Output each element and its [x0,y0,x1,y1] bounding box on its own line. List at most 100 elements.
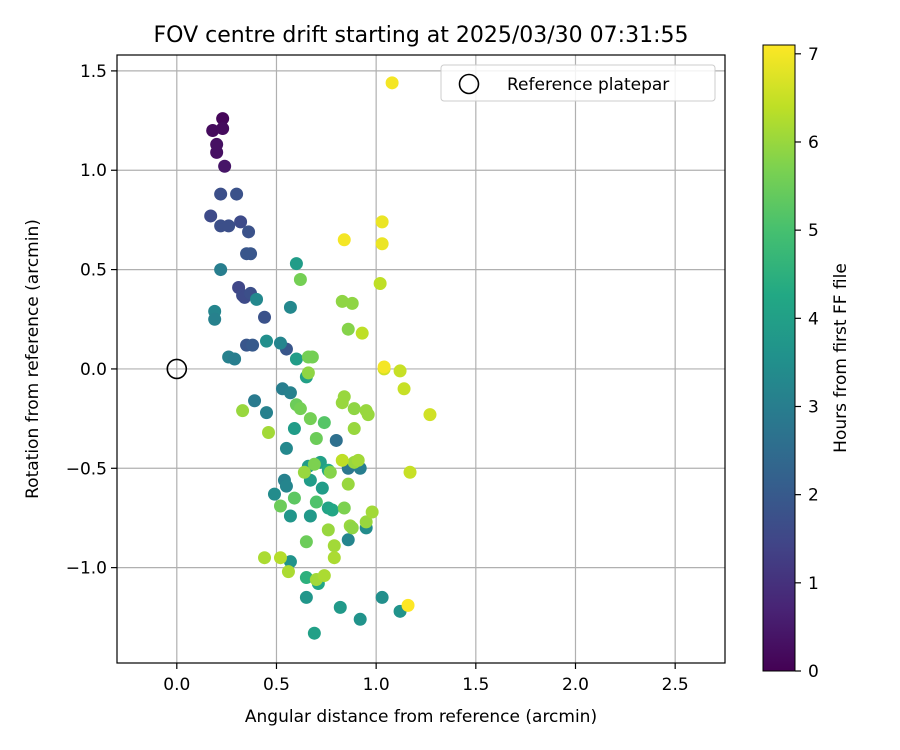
reference-point-marker [166,358,188,380]
data-point [289,352,303,366]
data-point [327,551,341,565]
data-point [397,382,411,396]
data-point [423,408,437,422]
data-point [267,487,281,501]
colorbar-tick-label: 5 [808,221,819,241]
data-point [299,535,313,549]
data-point [206,124,220,138]
data-point [315,481,329,495]
data-point [345,521,359,535]
y-tick-label: −1.0 [66,559,107,579]
data-point [375,237,389,251]
data-point [281,565,295,579]
data-point [347,422,361,436]
legend: Reference platepar [440,64,716,102]
x-tick-label: 0.0 [163,675,190,695]
data-point [375,215,389,229]
colorbar-gradient [762,44,796,672]
data-point [333,600,347,614]
data-point [329,433,343,447]
data-point [341,533,355,547]
data-point [353,612,367,626]
data-point [341,477,355,491]
data-point [299,571,313,585]
data-point [303,412,317,426]
data-point [273,336,287,350]
data-point [317,416,331,430]
data-point [258,310,272,324]
data-point [293,402,307,416]
data-point [293,273,307,287]
data-point [305,350,319,364]
data-point [303,509,317,523]
data-point [283,386,297,400]
data-point [287,491,301,505]
data-point [210,145,224,159]
data-point [204,209,218,223]
chart-title: FOV centre drift starting at 2025/03/30 … [154,23,689,48]
y-tick-label: 0.0 [80,360,107,380]
y-tick-label: 1.5 [80,62,107,82]
data-point [309,495,323,509]
data-point [246,338,260,352]
colorbar-tick-label: 3 [808,397,819,417]
data-point [258,551,272,565]
data-point [262,426,276,440]
data-point [337,390,351,404]
data-point [309,431,323,445]
colorbar: 0 1 2 3 4 5 6 7 Hours from first FF file [762,44,851,682]
data-point [218,159,232,173]
data-point [214,263,228,277]
data-point [359,515,373,529]
legend-box [440,64,716,102]
colorbar-label: Hours from first FF file [831,263,851,453]
data-point [260,406,274,420]
data-point [289,257,303,271]
data-point [317,569,331,583]
legend-marker [458,73,480,95]
data-point [250,292,264,306]
data-point [279,441,293,455]
data-point [307,457,321,471]
data-point [297,465,311,479]
data-point [335,453,349,467]
data-point [230,187,244,201]
data-point [260,334,274,348]
plot-frame [116,54,726,664]
y-tick-label: −0.5 [66,459,107,479]
data-point [347,402,361,416]
data-point [337,501,351,515]
data-point [279,479,293,493]
colorbar-ticks: 0 1 2 3 4 5 6 7 [795,45,819,682]
data-point [236,404,250,418]
legend-label: Reference platepar [507,75,669,95]
data-point [355,326,369,340]
colorbar-tick-label: 7 [808,45,819,65]
data-point [351,453,365,467]
colorbar-tick-label: 1 [808,574,819,594]
data-point [242,225,256,239]
data-point [365,505,379,519]
y-tick-label: 1.0 [80,161,107,181]
colorbar-tick-label: 2 [808,486,819,506]
data-point [301,366,315,380]
data-point [403,465,417,479]
data-point [287,422,301,436]
data-point [401,598,415,612]
data-point [307,626,321,640]
data-point [214,187,228,201]
x-tick-label: 1.5 [462,675,489,695]
data-point [323,465,337,479]
data-points [204,76,437,640]
data-point [283,509,297,523]
grid-lines [117,55,725,663]
data-point [283,555,297,569]
data-point [283,300,297,314]
data-point [345,296,359,310]
data-point [248,394,262,408]
data-point [222,219,236,233]
data-point [377,360,391,374]
data-point [228,352,242,366]
data-point [361,408,375,422]
